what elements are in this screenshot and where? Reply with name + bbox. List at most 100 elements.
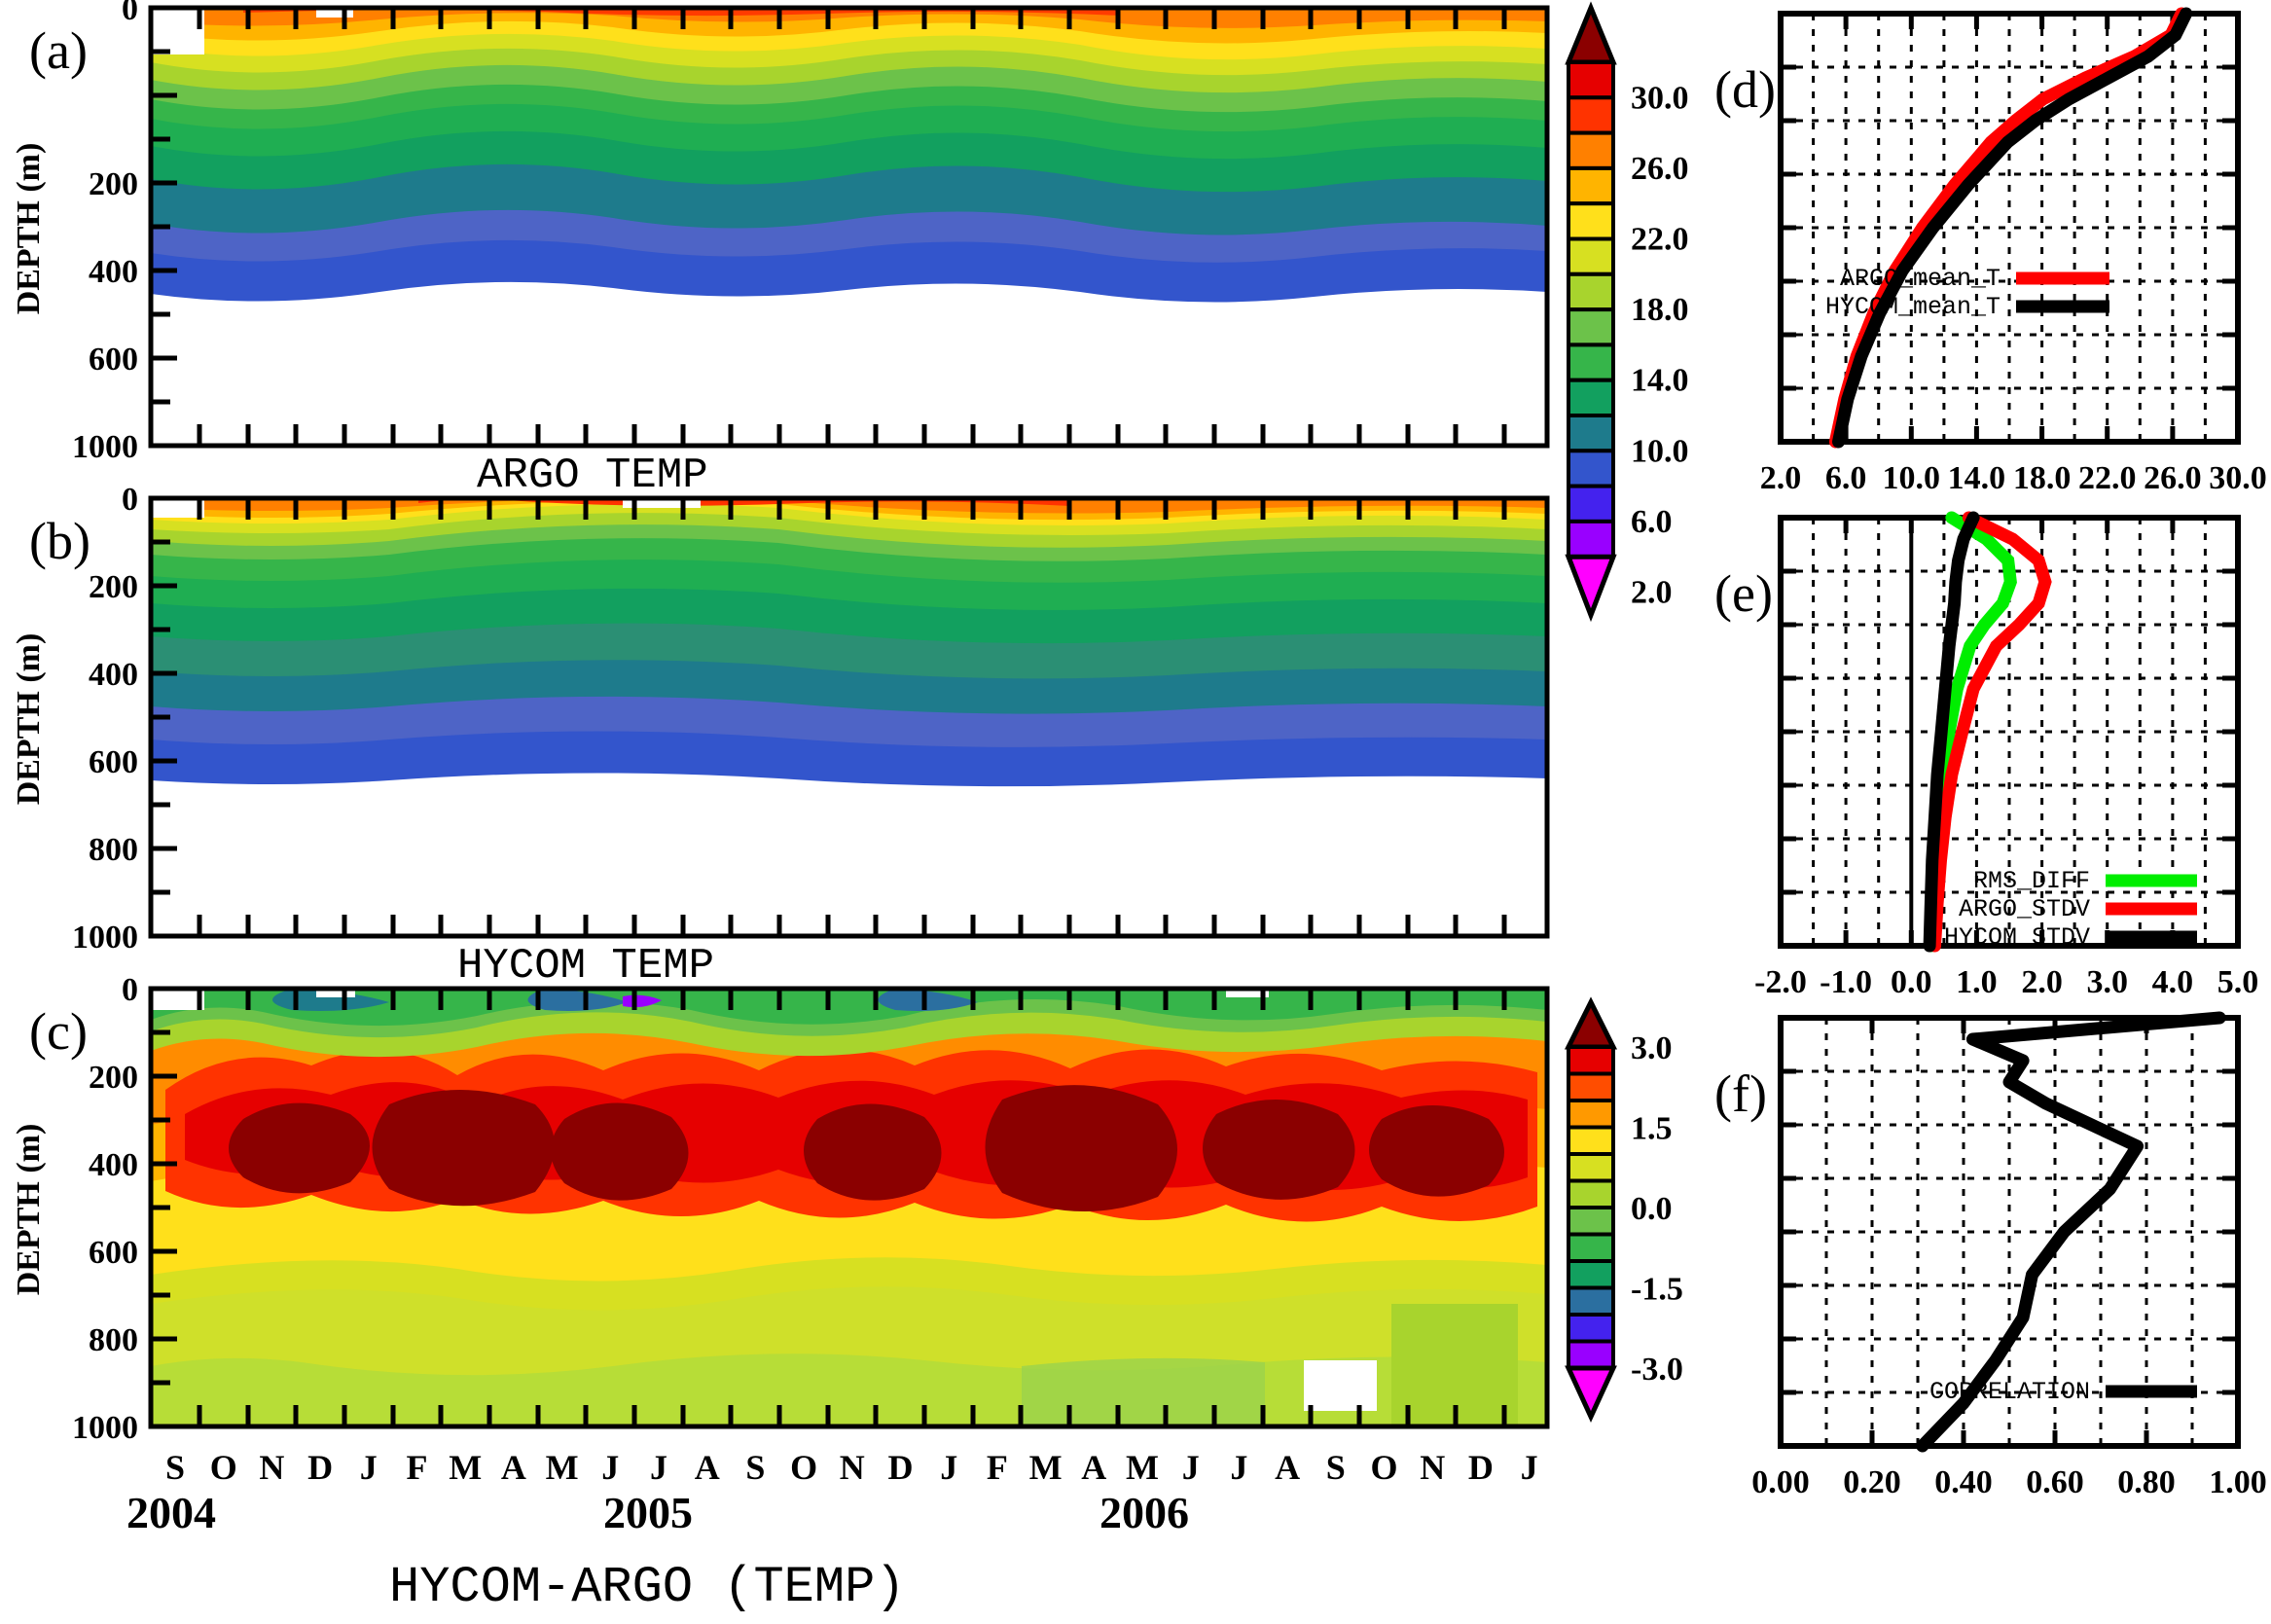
panel-e-legend-label-hycom: HYCOM_STDV	[1944, 923, 2090, 952]
colorbar-diff-block-0	[1567, 1045, 1615, 1076]
panel-a-label: (a)	[29, 21, 88, 80]
panel-d-xtick-labels: 2.0 6.0 10.0 14.0 18.0 22.0 26.0 30.0	[1760, 460, 2267, 496]
panel-d-legend: ARGO_mean_T HYCOM_mean_T	[1825, 265, 2109, 321]
month-tick-25: O	[1370, 1448, 1397, 1487]
month-tick-13: O	[790, 1448, 817, 1487]
xtick-label-1: -1.0	[1820, 964, 1872, 1000]
month-tick-1: O	[210, 1448, 237, 1487]
panel-b-ytick-0: 0	[122, 482, 138, 518]
colorbar-diff-block-7	[1567, 1232, 1615, 1263]
month-tick-17: F	[987, 1448, 1008, 1487]
panel-b-contour-field	[151, 498, 1547, 936]
year-label-2004: 2004	[126, 1488, 216, 1537]
month-tick-26: N	[1420, 1448, 1445, 1487]
colorbar-diff-block-8	[1567, 1259, 1615, 1290]
colorbar-temp-block-9	[1567, 378, 1615, 418]
panel-e-legend-label-rms: RMS_DIFF	[1973, 867, 2090, 895]
month-tick-9: J	[601, 1448, 619, 1487]
colorbar-diff-block-10	[1567, 1313, 1615, 1344]
colorbar-temp-label-7: 2.0	[1631, 575, 1673, 611]
year-label-2006: 2006	[1099, 1488, 1189, 1537]
colorbar-temp-block-12	[1567, 484, 1615, 523]
temperature-colorbar: 30.0 26.0 22.0 18.0 14.0 10.0 6.0 2.0	[1565, 1, 1689, 623]
panel-a-xticks	[197, 8, 1507, 446]
panel-f-label: (f)	[1714, 1065, 1767, 1123]
colorbar-temp-label-2: 22.0	[1631, 222, 1689, 258]
xtick-label-3: 0.60	[2026, 1464, 2084, 1500]
month-tick-0: S	[165, 1448, 185, 1487]
xtick-label-0: -2.0	[1754, 964, 1807, 1000]
month-tick-15: D	[888, 1448, 914, 1487]
colorbar-temp-block-10	[1567, 414, 1615, 453]
panel-e-legend-label-argo: ARGO_STDV	[1959, 895, 2090, 923]
month-tick-3: D	[307, 1448, 333, 1487]
xtick-label-0: 2.0	[1760, 460, 1802, 496]
colorbar-temp-block-11	[1567, 449, 1615, 488]
panel-e: (e) -2.0 -1.0 0.0 1.0 2.0 3.0 4.0 5.0 RMS_DIFF …	[1714, 511, 2258, 1000]
month-tick-7: A	[501, 1448, 526, 1487]
colorbar-temp-label-1: 26.0	[1631, 151, 1689, 187]
month-tick-21: J	[1182, 1448, 1200, 1487]
colorbar-temp-block-3	[1567, 165, 1615, 206]
panel-a-yticks	[151, 5, 177, 449]
panel-c-ytick-400: 400	[89, 1147, 138, 1183]
month-tick-12: S	[745, 1448, 765, 1487]
xtick-label-7: 30.0	[2209, 460, 2267, 496]
panel-e-legend: RMS_DIFF ARGO_STDV HYCOM_STDV	[1944, 867, 2197, 952]
panel-e-label: (e)	[1714, 564, 1773, 623]
colorbar-temp-block-13	[1567, 519, 1615, 559]
month-tick-27: D	[1468, 1448, 1494, 1487]
panel-a-ytick-200: 200	[89, 166, 138, 202]
colorbar-diff-block-1	[1567, 1071, 1615, 1102]
panel-f-series-correlation	[1916, 1011, 2226, 1453]
colorbar-temp-label-0: 30.0	[1631, 80, 1689, 116]
xtick-label-5: 1.00	[2209, 1464, 2267, 1500]
colorbar-temp-block-6	[1567, 271, 1615, 312]
panel-d-series-hycom	[1832, 7, 2193, 449]
month-tick-28: J	[1521, 1448, 1538, 1487]
panel-e-series-argo-stdv	[1929, 511, 2052, 953]
panel-b-ytick-600: 600	[89, 744, 138, 780]
panel-b-ytick-1000: 1000	[72, 920, 138, 956]
panel-b-xticks	[197, 498, 1507, 936]
colorbar-diff-block-6	[1567, 1206, 1615, 1237]
panel-b-label: (b)	[29, 512, 90, 570]
panel-c-ytick-0: 0	[122, 972, 138, 1008]
xtick-label-3: 1.0	[1956, 964, 1998, 1000]
xtick-label-7: 5.0	[2217, 964, 2259, 1000]
colorbar-diff-block-5	[1567, 1178, 1615, 1209]
colorbar-diff-label-2: 0.0	[1631, 1191, 1673, 1227]
panel-a-ylabel: DEPTH (m)	[11, 143, 47, 315]
panel-b-title: HYCOM TEMP	[457, 942, 714, 991]
month-tick-6: M	[449, 1448, 482, 1487]
month-tick-4: J	[360, 1448, 378, 1487]
panel-c-contour-field	[151, 989, 1547, 1426]
panel-d-label: (d)	[1714, 60, 1776, 119]
panel-c-ytick-1000: 1000	[72, 1410, 138, 1446]
year-label-2005: 2005	[603, 1488, 693, 1537]
panel-b: (b) 0 200 400 600 800 1000 DEPTH (m) HYC…	[11, 482, 1550, 991]
colorbar-temp-label-4: 14.0	[1631, 363, 1689, 399]
month-tick-24: S	[1326, 1448, 1346, 1487]
panel-e-xtick-labels: -2.0 -1.0 0.0 1.0 2.0 3.0 4.0 5.0	[1754, 964, 2258, 1000]
xtick-label-1: 0.20	[1843, 1464, 1901, 1500]
panel-c-ytick-600: 600	[89, 1235, 138, 1271]
figure-bottom-caption: HYCOM-ARGO (TEMP)	[389, 1559, 906, 1616]
colorbar-diff-label-4: -3.0	[1631, 1352, 1683, 1388]
panel-f-legend: CORRELATION	[1929, 1378, 2197, 1406]
xtick-label-2: 10.0	[1883, 460, 1941, 496]
panel-b-ytick-400: 400	[89, 657, 138, 693]
xtick-label-4: 0.80	[2117, 1464, 2176, 1500]
colorbar-temp-block-5	[1567, 236, 1615, 276]
panel-a-ytick-600: 600	[89, 342, 138, 378]
xtick-label-4: 2.0	[2021, 964, 2063, 1000]
panel-e-series-hycom-stdv	[1923, 511, 1980, 953]
colorbar-temp-label-5: 10.0	[1631, 433, 1689, 469]
panel-c-yticks	[151, 986, 177, 1429]
xtick-label-6: 4.0	[2152, 964, 2194, 1000]
colorbar-temp-block-4	[1567, 201, 1615, 241]
colorbar-diff-block-3	[1567, 1125, 1615, 1156]
panel-a-ytick-400: 400	[89, 254, 138, 290]
